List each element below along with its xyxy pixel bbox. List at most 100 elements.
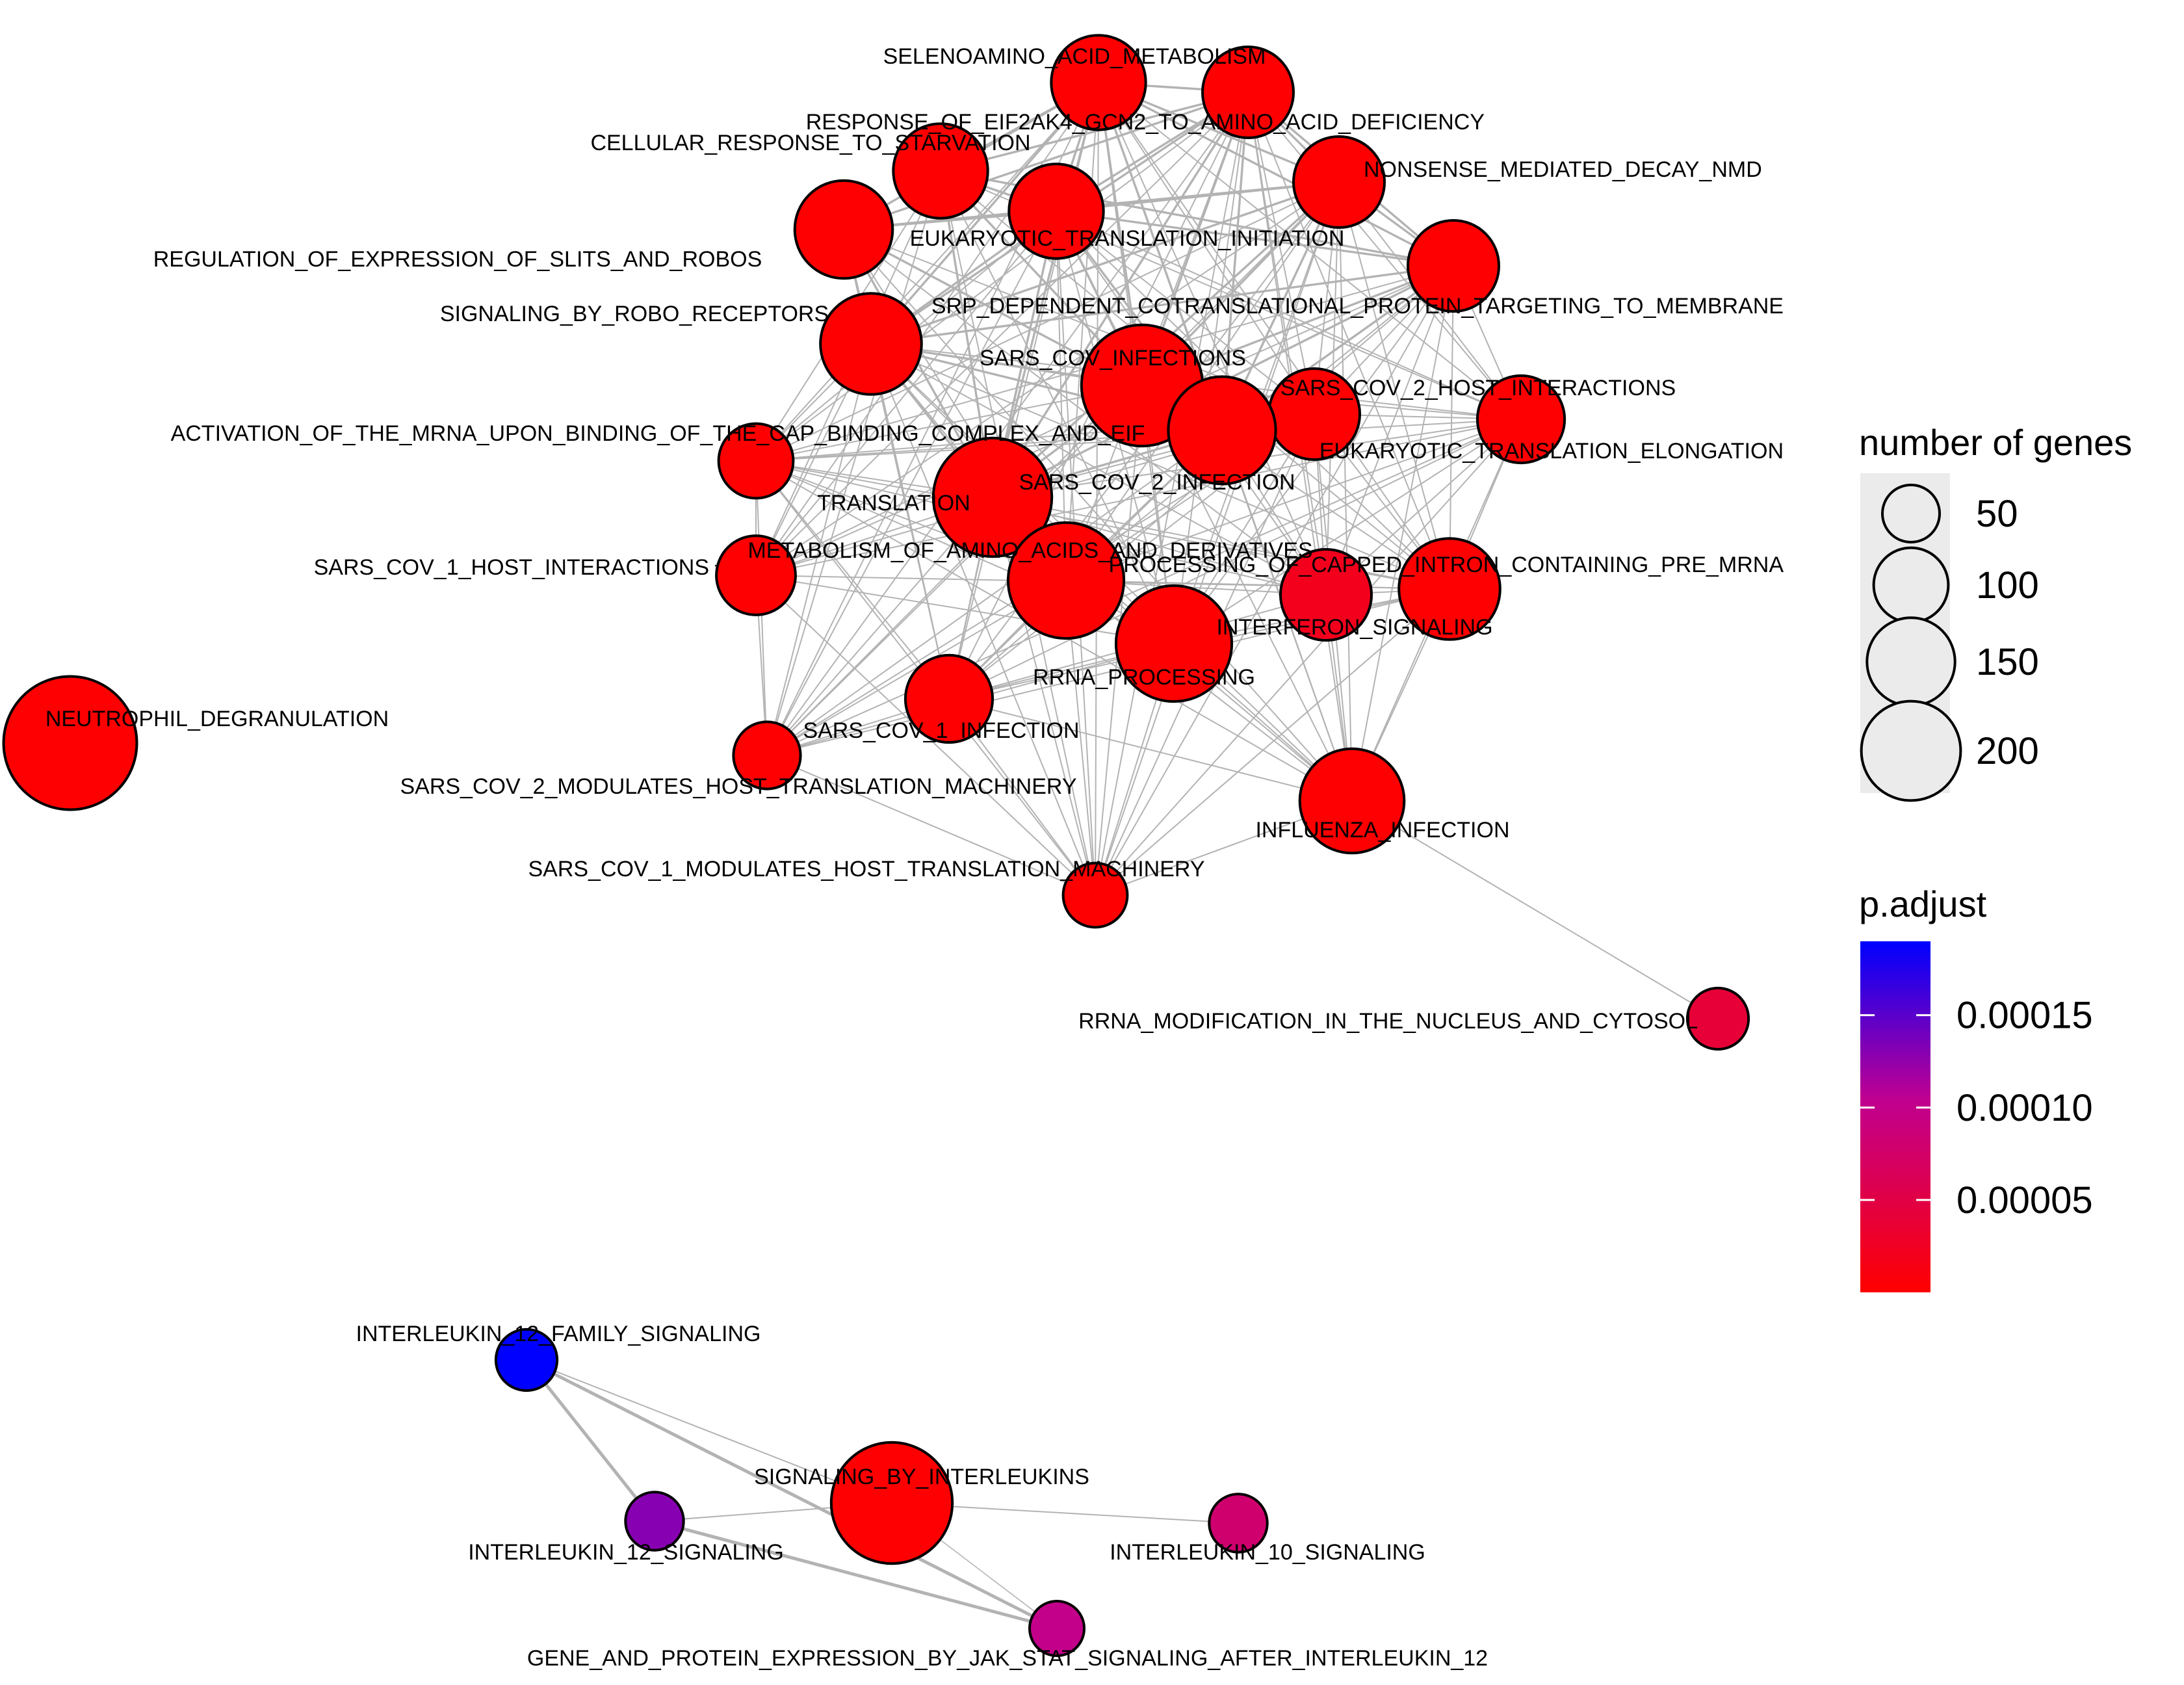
- node-label-capped: PROCESSING_OF_CAPPED_INTRON_CONTAINING_P…: [1109, 553, 1784, 577]
- edge-eif2ak4-starvation: [940, 91, 1249, 172]
- edge-eukinit-sars2mod: [766, 211, 1057, 756]
- color-tick-label-0: 0.00005: [1956, 1179, 2093, 1221]
- size-key-label-50: 50: [1976, 493, 2018, 535]
- node-neutrophil: [2, 675, 138, 811]
- edge-il12fam-il12: [525, 1359, 656, 1522]
- node-eukinit: [1008, 163, 1105, 260]
- node-label-sars1host: SARS_COV_1_HOST_INTERACTIONS: [314, 555, 709, 580]
- edge-eif2ak4-sars1host: [755, 92, 1249, 576]
- node-capped: [1398, 537, 1502, 641]
- node-label-il12fam: INTERLEUKIN_12_FAMILY_SIGNALING: [356, 1322, 761, 1346]
- edge-slits-interferon: [843, 229, 1327, 595]
- edge-sarscov-sars2mod: [766, 385, 1143, 756]
- node-influenza: [1298, 747, 1406, 855]
- node-label-il10: INTERLEUKIN_10_SIGNALING: [1110, 1540, 1425, 1565]
- edge-eif2ak4-sars2mod: [766, 92, 1249, 756]
- size-key-label-150: 150: [1976, 641, 2039, 683]
- node-starvation: [892, 122, 989, 220]
- node-il10: [1208, 1493, 1269, 1554]
- node-labels: SELENOAMINO_ACID_METABOLISM RESPONSE_OF_E…: [46, 44, 1784, 1671]
- color-tick-label-1: 0.00010: [1956, 1087, 2093, 1129]
- node-label-eif2ak4: RESPONSE_OF_EIF2AK4_GCN2_TO_AMINO_ACID_D…: [806, 110, 1485, 135]
- node-label-starvation: CELLULAR_RESPONSE_TO_STARVATION: [590, 131, 1030, 155]
- edge-eif2ak4-sars2host: [1247, 92, 1315, 415]
- edge-aminoacids-capped: [1065, 580, 1450, 590]
- node-label-sarscov: SARS_COV_INFECTIONS: [980, 346, 1246, 371]
- node-sars2mod: [732, 720, 802, 790]
- edge-robo-sars1inf: [870, 343, 950, 699]
- edge-nmd-influenza: [1338, 181, 1353, 802]
- node-sars1inf: [904, 653, 994, 744]
- edge-sars1host-rrna: [755, 575, 1175, 644]
- edge-selenoamino-robo: [870, 81, 1100, 345]
- node-label-sars1inf: SARS_COV_1_INFECTION: [803, 718, 1079, 743]
- node-jakstat: [1028, 1600, 1086, 1657]
- edge-eukinit-sars2host: [1056, 211, 1315, 415]
- edge-robo-sars1mod: [870, 343, 1096, 896]
- node-sars2inf: [1167, 375, 1277, 486]
- node-label-interferon: INTERFERON_SIGNALING: [1216, 615, 1492, 640]
- node-label-euktrans: EUKARYOTIC_TRANSLATION_ELONGATION: [1320, 439, 1784, 464]
- edge-euktrans-sars1inf: [948, 419, 1522, 699]
- edge-srp-interferon: [1325, 265, 1454, 595]
- node-label-translation: TRANSLATION: [817, 491, 970, 516]
- node-translation: [931, 436, 1054, 558]
- edge-euktrans-sars1host: [755, 419, 1522, 576]
- edge-eif2ak4-sars1mod: [1095, 92, 1249, 896]
- edge-eukinit-sars1host: [755, 211, 1057, 576]
- edge-sarscov-activation: [755, 385, 1143, 462]
- edge-eukinit-srp: [1056, 210, 1454, 267]
- node-label-nmd: NONSENSE_MEDIATED_DECAY_NMD: [1364, 157, 1762, 182]
- edge-capped-sars1mod: [1095, 588, 1450, 896]
- size-key-label-200: 200: [1976, 730, 2039, 772]
- edge-il12fam-siginterleukins: [526, 1359, 892, 1504]
- edge-nmd-sars2mod: [766, 181, 1340, 756]
- node-label-neutrophil: NEUTROPHIL_DEGRANULATION: [46, 707, 389, 731]
- edge-il12-jakstat: [654, 1519, 1058, 1630]
- size-key-100: [1872, 546, 1950, 624]
- node-label-il12: INTERLEUKIN_12_SIGNALING: [468, 1540, 784, 1565]
- edge-translation-capped: [992, 497, 1450, 590]
- color-legend-bar: [1860, 941, 1930, 1292]
- node-label-activation: ACTIVATION_OF_THE_MRNA_UPON_BINDING_OF_T…: [171, 421, 1145, 446]
- node-label-jakstat: GENE_AND_PROTEIN_EXPRESSION_BY_JAK_STAT_…: [527, 1646, 1488, 1671]
- nodes: [2, 34, 1750, 1657]
- edge-robo-sars2mod: [766, 343, 872, 756]
- node-sars1mod: [1061, 861, 1129, 929]
- color-legend: p.adjust 0.00005 0.00010 0.00015: [1859, 883, 2093, 1292]
- node-label-sars2mod: SARS_COV_2_MODULATES_HOST_TRANSLATION_MA…: [400, 774, 1076, 799]
- edge-selenoamino-euktrans: [1098, 82, 1522, 420]
- node-rrna: [1114, 584, 1234, 703]
- node-aminoacids: [1006, 521, 1126, 640]
- node-rrnamod: [1685, 986, 1750, 1051]
- edge-euktrans-sars2mod: [766, 419, 1522, 756]
- edge-nmd-capped: [1338, 181, 1450, 590]
- node-label-siginterleukins: SIGNALING_BY_INTERLEUKINS: [754, 1465, 1089, 1489]
- edge-srp-sars2mod: [766, 265, 1454, 756]
- edge-eif2ak4-interferon: [1247, 92, 1327, 595]
- node-label-rrna: RRNA_PROCESSING: [1033, 665, 1255, 690]
- node-selenoamino: [1050, 34, 1147, 131]
- edge-srp-capped: [1449, 265, 1454, 590]
- edge-selenoamino-srp: [1098, 81, 1454, 267]
- node-label-rrnamod: RRNA_MODIFICATION_IN_THE_NUCLEUS_AND_CYT…: [1078, 1009, 1698, 1034]
- node-nmd: [1292, 135, 1386, 229]
- node-label-aminoacids: METABOLISM_OF_AMINO_ACIDS_AND_DERIVATIVE…: [748, 538, 1312, 563]
- edge-srp-influenza: [1351, 265, 1454, 802]
- node-robo: [819, 292, 923, 396]
- size-key-150: [1866, 616, 1956, 707]
- edge-eukinit-influenza: [1056, 211, 1353, 802]
- node-srp: [1407, 219, 1500, 313]
- node-label-selenoamino: SELENOAMINO_ACID_METABOLISM: [883, 44, 1266, 69]
- node-label-srp: SRP_DEPENDENT_COTRANSLATIONAL_PROTEIN_TA…: [931, 294, 1784, 319]
- edge-activation-sars1inf: [755, 460, 950, 699]
- edge-euktrans-rrna: [1173, 419, 1522, 644]
- edge-nmd-robo: [870, 181, 1340, 345]
- edge-euktrans-aminoacids: [1065, 419, 1522, 581]
- node-label-slits: REGULATION_OF_EXPRESSION_OF_SLITS_AND_RO…: [153, 247, 762, 272]
- node-interferon: [1279, 548, 1373, 642]
- node-label-influenza: INFLUENZA_INFECTION: [1255, 818, 1509, 842]
- size-key-200: [1860, 699, 1962, 802]
- edge-selenoamino-translation: [991, 82, 1100, 498]
